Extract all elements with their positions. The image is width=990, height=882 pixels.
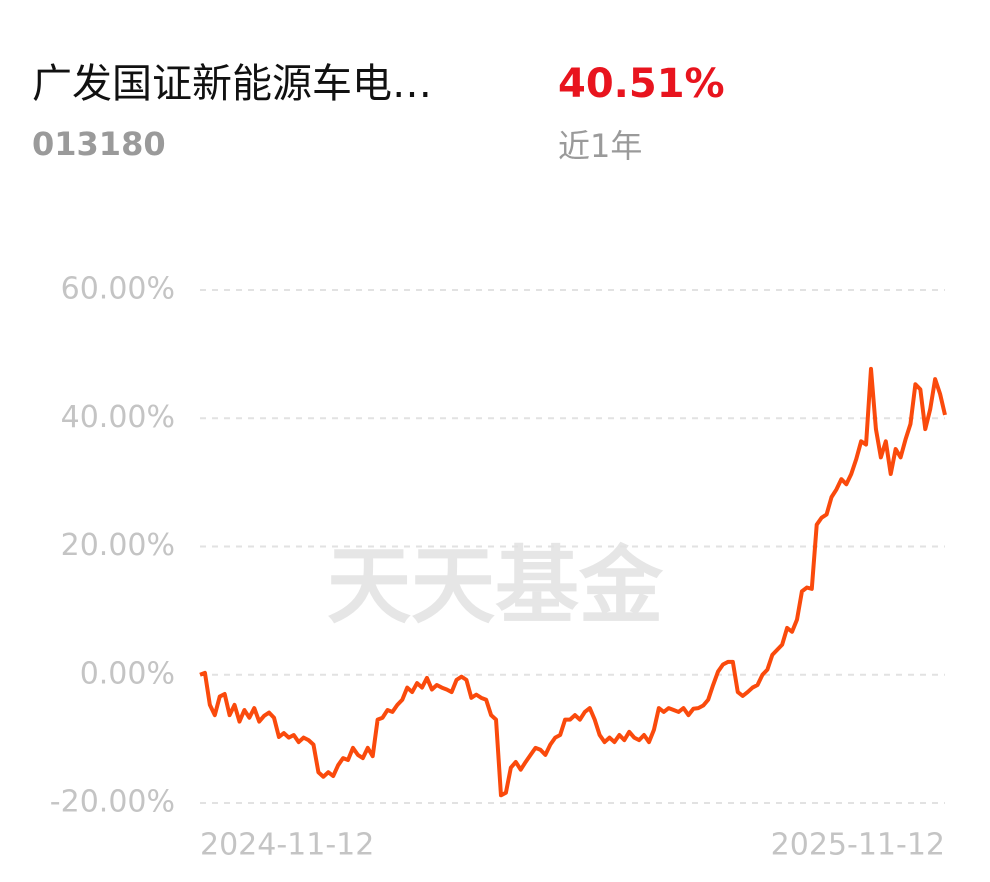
y-tick-label: 0.00% — [80, 656, 175, 691]
fund-name: 广发国证新能源车电… — [32, 61, 432, 107]
y-tick-label: -20.00% — [50, 785, 175, 820]
y-tick-label: 40.00% — [61, 400, 175, 435]
line — [199, 366, 947, 798]
fund-code: 013180 — [32, 125, 166, 163]
y-tick-label: 20.00% — [61, 528, 175, 563]
period: 近1年 — [558, 127, 642, 165]
return: 40.51% — [558, 61, 725, 107]
x-tick-label: 2024-11-12 — [200, 828, 374, 863]
x-tick-label: 2025-11-12 — [771, 828, 945, 863]
watermark: 天天基金 — [327, 537, 664, 635]
y-tick-label: 60.00% — [61, 272, 175, 307]
